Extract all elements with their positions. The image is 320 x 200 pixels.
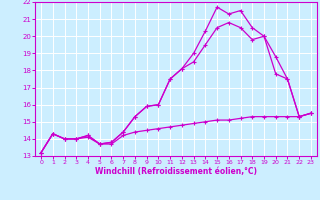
X-axis label: Windchill (Refroidissement éolien,°C): Windchill (Refroidissement éolien,°C)	[95, 167, 257, 176]
